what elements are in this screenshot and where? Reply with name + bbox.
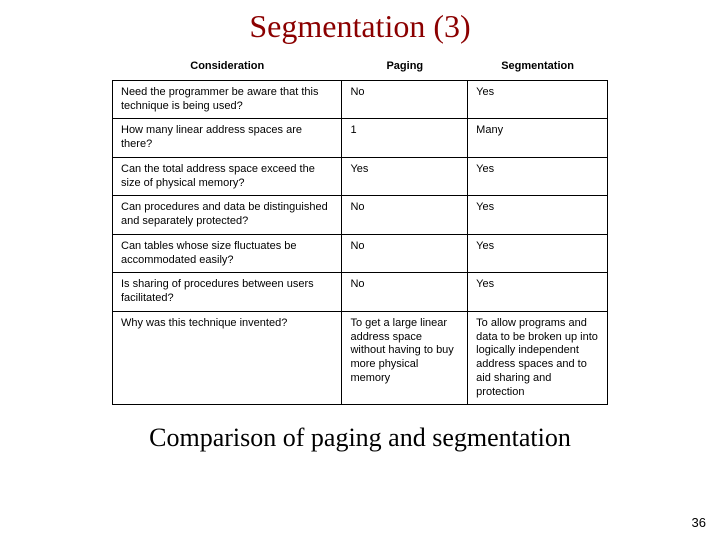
cell-paging: No xyxy=(342,196,468,235)
page-number: 36 xyxy=(692,515,706,530)
cell-paging: No xyxy=(342,80,468,119)
cell-consideration: Need the programmer be aware that this t… xyxy=(113,80,342,119)
comparison-table-wrap: Consideration Paging Segmentation Need t… xyxy=(0,55,720,405)
table-row: Why was this technique invented? To get … xyxy=(113,311,608,405)
cell-segmentation: Many xyxy=(468,119,608,158)
table-row: How many linear address spaces are there… xyxy=(113,119,608,158)
table-row: Need the programmer be aware that this t… xyxy=(113,80,608,119)
cell-consideration: Can procedures and data be distinguished… xyxy=(113,196,342,235)
cell-consideration: Can tables whose size fluctuates be acco… xyxy=(113,234,342,273)
cell-paging: Yes xyxy=(342,157,468,196)
cell-consideration: Can the total address space exceed the s… xyxy=(113,157,342,196)
table-row: Can tables whose size fluctuates be acco… xyxy=(113,234,608,273)
cell-segmentation: To allow programs and data to be broken … xyxy=(468,311,608,405)
table-row: Can procedures and data be distinguished… xyxy=(113,196,608,235)
table-row: Can the total address space exceed the s… xyxy=(113,157,608,196)
cell-consideration: How many linear address spaces are there… xyxy=(113,119,342,158)
cell-segmentation: Yes xyxy=(468,273,608,312)
cell-segmentation: Yes xyxy=(468,80,608,119)
cell-consideration: Is sharing of procedures between users f… xyxy=(113,273,342,312)
cell-paging: No xyxy=(342,234,468,273)
cell-paging: No xyxy=(342,273,468,312)
comparison-table: Consideration Paging Segmentation Need t… xyxy=(112,55,608,405)
cell-paging: To get a large linear address space with… xyxy=(342,311,468,405)
header-row: Consideration Paging Segmentation xyxy=(113,55,608,80)
slide-title: Segmentation (3) xyxy=(0,0,720,45)
table-row: Is sharing of procedures between users f… xyxy=(113,273,608,312)
cell-segmentation: Yes xyxy=(468,234,608,273)
caption: Comparison of paging and segmentation xyxy=(0,423,720,453)
col-header-paging: Paging xyxy=(342,55,468,80)
col-header-consideration: Consideration xyxy=(113,55,342,80)
cell-segmentation: Yes xyxy=(468,157,608,196)
cell-consideration: Why was this technique invented? xyxy=(113,311,342,405)
cell-segmentation: Yes xyxy=(468,196,608,235)
col-header-segmentation: Segmentation xyxy=(468,55,608,80)
cell-paging: 1 xyxy=(342,119,468,158)
